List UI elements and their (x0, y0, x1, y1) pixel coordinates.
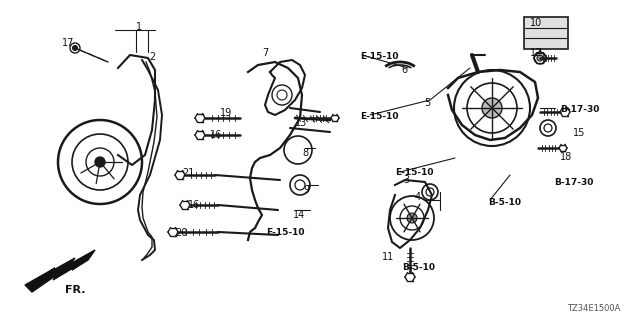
Text: 10: 10 (530, 18, 542, 28)
Text: 14: 14 (293, 210, 305, 220)
Text: E-15-10: E-15-10 (360, 112, 399, 121)
Text: E-15-10: E-15-10 (395, 168, 433, 177)
Circle shape (407, 213, 417, 223)
Text: 21: 21 (182, 168, 195, 178)
Text: TZ34E1500A: TZ34E1500A (566, 304, 620, 313)
Circle shape (482, 98, 502, 118)
FancyBboxPatch shape (524, 17, 568, 49)
Text: 11: 11 (382, 252, 394, 262)
Text: 3: 3 (403, 175, 409, 185)
Text: 4: 4 (415, 192, 421, 202)
Text: 7: 7 (262, 48, 268, 58)
Circle shape (95, 157, 105, 167)
Circle shape (537, 55, 543, 61)
Polygon shape (25, 250, 95, 292)
Text: 17: 17 (62, 38, 74, 48)
Circle shape (72, 45, 77, 51)
Text: 15: 15 (573, 128, 586, 138)
Text: 9: 9 (303, 185, 309, 195)
Text: 1: 1 (136, 22, 142, 32)
Text: B-5-10: B-5-10 (488, 198, 521, 207)
Text: E-15-10: E-15-10 (266, 228, 305, 237)
Text: 12: 12 (530, 48, 542, 58)
Text: E-15-10: E-15-10 (360, 52, 399, 61)
Text: 18: 18 (560, 152, 572, 162)
Text: 13: 13 (295, 118, 307, 128)
Text: FR.: FR. (65, 285, 86, 295)
Text: 16: 16 (210, 130, 222, 140)
Text: B-17-30: B-17-30 (560, 105, 600, 114)
Text: 19: 19 (220, 108, 232, 118)
Text: 5: 5 (424, 98, 430, 108)
Text: B-17-30: B-17-30 (554, 178, 593, 187)
Text: B-5-10: B-5-10 (402, 263, 435, 272)
Text: 16: 16 (188, 200, 200, 210)
Text: 6: 6 (401, 65, 407, 75)
Text: 2: 2 (149, 52, 156, 62)
Text: 20: 20 (175, 228, 188, 238)
Text: 8: 8 (302, 148, 308, 158)
